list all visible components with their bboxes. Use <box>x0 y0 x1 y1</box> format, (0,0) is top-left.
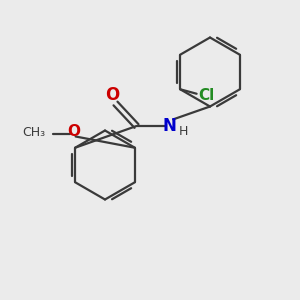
Text: Cl: Cl <box>198 88 214 103</box>
Text: O: O <box>67 124 80 139</box>
Text: O: O <box>105 86 120 104</box>
Text: CH₃: CH₃ <box>22 125 45 139</box>
Text: H: H <box>178 125 188 138</box>
Text: N: N <box>163 117 176 135</box>
